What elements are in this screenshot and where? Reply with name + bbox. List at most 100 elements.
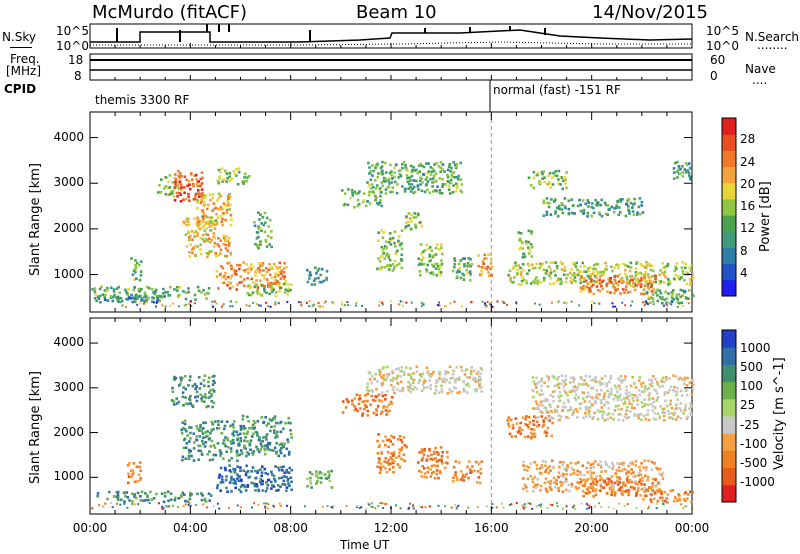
heatmap-cell bbox=[630, 406, 634, 409]
heatmap-cell bbox=[325, 278, 328, 281]
heatmap-cell bbox=[306, 485, 309, 488]
heatmap-cell bbox=[200, 492, 203, 495]
ground-scatter-cell bbox=[402, 304, 404, 307]
heatmap-cell bbox=[456, 391, 459, 395]
heatmap-cell bbox=[112, 495, 116, 498]
heatmap-cell bbox=[440, 390, 444, 394]
ground-scatter-cell bbox=[454, 503, 457, 506]
heatmap-cell bbox=[606, 492, 609, 495]
velocity-colorbar-swatch bbox=[722, 381, 736, 400]
heatmap-cell bbox=[546, 183, 550, 186]
heatmap-cell bbox=[252, 419, 256, 423]
heatmap-cell bbox=[675, 403, 678, 407]
heatmap-cell bbox=[565, 415, 568, 419]
heatmap-cell bbox=[179, 183, 183, 187]
heatmap-cell bbox=[283, 291, 287, 294]
heatmap-cell bbox=[199, 227, 202, 231]
heatmap-cell bbox=[175, 397, 178, 400]
heatmap-cell bbox=[181, 391, 185, 394]
heatmap-cell bbox=[676, 386, 679, 390]
heatmap-cell bbox=[642, 292, 646, 296]
ground-scatter-cell bbox=[161, 304, 164, 307]
heatmap-cell bbox=[479, 376, 482, 379]
heatmap-cell bbox=[116, 295, 120, 299]
heatmap-cell bbox=[477, 264, 480, 268]
ground-scatter-cell bbox=[177, 305, 180, 308]
heatmap-cell bbox=[222, 439, 226, 442]
heatmap-cell bbox=[189, 394, 192, 398]
heatmap-cell bbox=[377, 461, 381, 464]
heatmap-cell bbox=[527, 269, 531, 272]
heatmap-cell bbox=[199, 423, 202, 427]
heatmap-cell bbox=[691, 491, 695, 494]
power-colorbar-swatch bbox=[722, 182, 736, 200]
heatmap-cell bbox=[199, 449, 203, 453]
heatmap-cell bbox=[415, 168, 418, 172]
heatmap-cell bbox=[627, 205, 630, 208]
heatmap-cell bbox=[559, 474, 563, 477]
ground-scatter-cell bbox=[484, 304, 487, 307]
heatmap-cell bbox=[278, 284, 281, 287]
heatmap-cell bbox=[199, 248, 202, 251]
heatmap-cell bbox=[117, 297, 120, 300]
heatmap-cell bbox=[579, 281, 582, 285]
heatmap-cell bbox=[390, 402, 393, 405]
heatmap-cell bbox=[618, 488, 621, 492]
heatmap-cell bbox=[466, 391, 469, 394]
heatmap-cell bbox=[223, 466, 227, 470]
heatmap-cell bbox=[441, 379, 445, 383]
ground-scatter-cell bbox=[187, 503, 190, 506]
ground-scatter-cell bbox=[588, 506, 591, 509]
heatmap-cell bbox=[594, 262, 598, 266]
heatmap-cell bbox=[320, 476, 323, 480]
heatmap-cell bbox=[663, 411, 667, 414]
heatmap-cell bbox=[257, 225, 260, 228]
heatmap-cell bbox=[536, 406, 539, 410]
heatmap-cell bbox=[651, 293, 655, 296]
heatmap-cell bbox=[243, 444, 246, 448]
heatmap-cell bbox=[214, 453, 218, 457]
heatmap-cell bbox=[387, 254, 391, 257]
heatmap-cell bbox=[609, 276, 612, 280]
heatmap-cell bbox=[270, 276, 274, 280]
heatmap-cell bbox=[162, 500, 166, 504]
heatmap-cell bbox=[286, 283, 290, 286]
heatmap-cell bbox=[608, 477, 611, 481]
heatmap-cell bbox=[423, 380, 427, 383]
heatmap-cell bbox=[617, 413, 621, 416]
heatmap-cell bbox=[685, 417, 689, 420]
heatmap-cell bbox=[400, 266, 404, 270]
heatmap-cell bbox=[595, 483, 598, 486]
heatmap-cell bbox=[425, 458, 429, 461]
heatmap-cell bbox=[258, 218, 261, 221]
heatmap-cell bbox=[597, 289, 600, 292]
heatmap-cell bbox=[407, 212, 411, 215]
heatmap-cell bbox=[143, 291, 147, 295]
heatmap-cell bbox=[189, 234, 192, 238]
heatmap-cell bbox=[388, 182, 391, 185]
heatmap-cell bbox=[237, 170, 241, 174]
heatmap-cell bbox=[667, 283, 670, 286]
heatmap-cell bbox=[652, 288, 655, 291]
ground-scatter-cell bbox=[369, 505, 372, 508]
heatmap-cell bbox=[552, 171, 555, 175]
heatmap-cell bbox=[230, 177, 233, 181]
heatmap-cell bbox=[432, 370, 435, 374]
heatmap-cell bbox=[654, 418, 658, 421]
heatmap-cell bbox=[653, 388, 656, 392]
heatmap-cell bbox=[459, 259, 462, 262]
heatmap-cell bbox=[552, 465, 555, 469]
heatmap-cell bbox=[204, 222, 208, 226]
ground-scatter-cell bbox=[119, 503, 122, 506]
heatmap-cell bbox=[623, 378, 627, 381]
heatmap-cell bbox=[561, 490, 565, 494]
heatmap-cell bbox=[627, 399, 631, 402]
heatmap-cell bbox=[378, 458, 382, 462]
y-tick-label: 1000 bbox=[53, 266, 84, 281]
heatmap-cell bbox=[640, 462, 643, 465]
heatmap-cell bbox=[685, 282, 689, 286]
heatmap-cell bbox=[180, 188, 183, 192]
power-colorbar-swatch bbox=[722, 134, 736, 151]
heatmap-cell bbox=[656, 499, 660, 503]
heatmap-cell bbox=[232, 268, 235, 271]
